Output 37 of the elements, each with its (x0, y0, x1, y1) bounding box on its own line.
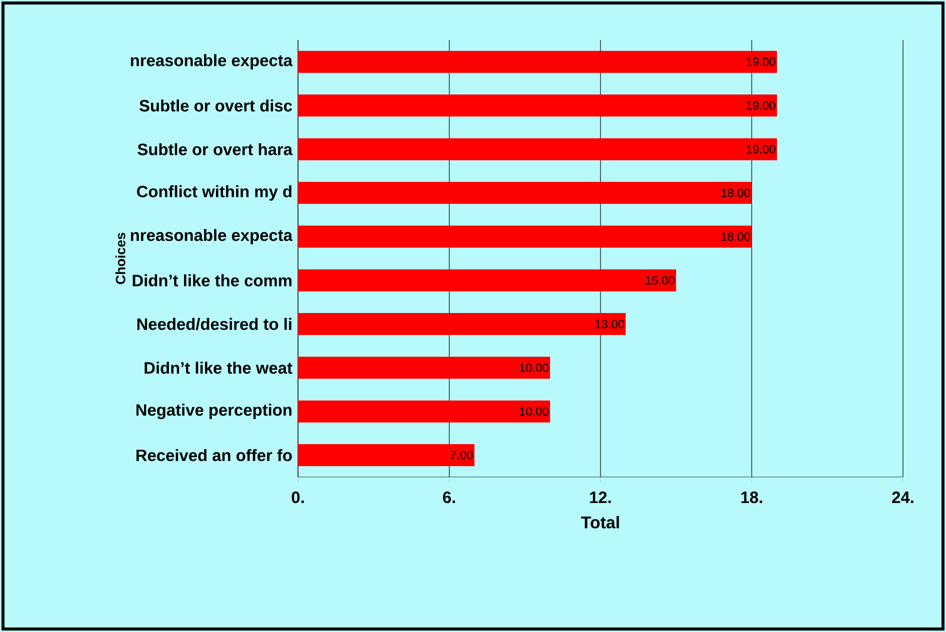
bar (298, 313, 626, 336)
bar (298, 226, 752, 248)
data-label: 13.00 (596, 320, 624, 328)
x-axis-title: Total (581, 516, 619, 528)
y-tick-label: nreasonable expecta (130, 54, 293, 70)
bar (298, 444, 474, 466)
data-label: 19.00 (746, 58, 776, 66)
bar (298, 94, 777, 117)
y-tick-label: Negative perception (136, 404, 292, 420)
y-tick-label: Didn’t like the comm (132, 274, 292, 286)
data-label: 19.00 (746, 145, 776, 154)
data-label: 18.00 (722, 188, 750, 198)
bar (298, 269, 676, 292)
data-label: 19.00 (746, 101, 776, 110)
bar (298, 182, 752, 204)
data-label: 10.00 (520, 407, 548, 416)
y-tick-label: Needed/desired to li (137, 318, 292, 330)
data-label: 18.00 (722, 232, 750, 241)
y-tick-label: Subtle or overt disc (139, 100, 292, 112)
data-label: 10.00 (520, 364, 548, 372)
data-label: 15.00 (646, 276, 674, 285)
y-tick-label: nreasonable expecta (130, 228, 293, 244)
bar (298, 400, 550, 422)
bar (298, 356, 550, 379)
bar (298, 138, 777, 160)
data-label: 7.00 (450, 450, 473, 460)
y-tick-label: Conflict within my d (137, 185, 292, 201)
y-tick-label: Received an offer fo (136, 449, 292, 462)
x-tick-label: 24. (892, 492, 914, 503)
y-tick-label: Subtle or overt hara (138, 143, 293, 156)
x-tick-label: 6. (443, 492, 455, 504)
x-tick-label: 12. (590, 492, 611, 503)
x-tick-label: 0. (292, 492, 304, 504)
bar (298, 50, 777, 73)
y-tick-label: Didn’t like the weat (144, 362, 292, 374)
y-axis-title: Choices (115, 232, 126, 284)
x-tick-label: 18. (741, 492, 762, 504)
